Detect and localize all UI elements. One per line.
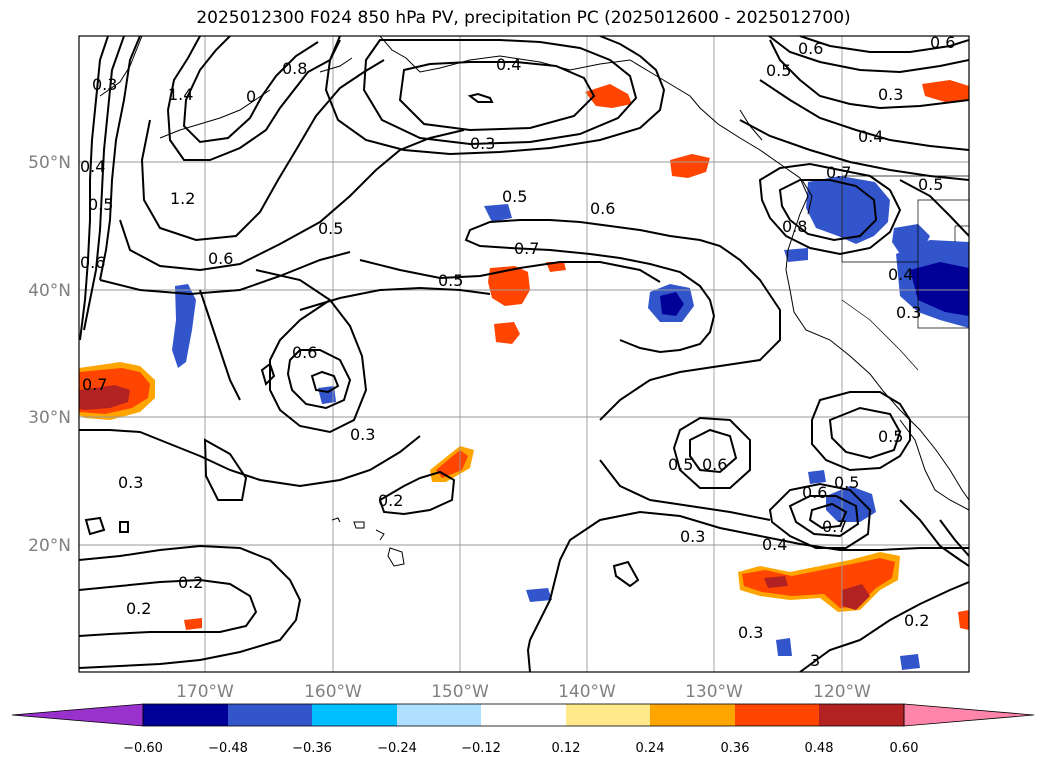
lon-label: 150°W: [431, 682, 489, 702]
contour-label: 1.2: [170, 189, 195, 208]
latitude-labels: 50°N 40°N 30°N 20°N: [28, 153, 71, 556]
colorbar-tick-labels: −0.60 −0.48 −0.36 −0.24 −0.12 0.12 0.24 …: [123, 741, 918, 756]
contour-labels: 0.3 1.4 0.8 0 0.4 0.3 0.6 0.5 0.4 0.5 0.…: [80, 33, 955, 670]
lon-label: 160°W: [304, 682, 362, 702]
colorbar-tick-label: 0.36: [721, 741, 750, 756]
lat-label: 20°N: [28, 536, 71, 556]
contour-label: 0.3: [738, 623, 763, 642]
contour-label: 0.3: [92, 75, 117, 94]
lon-label: 120°W: [813, 682, 871, 702]
contour-label: 0.3: [470, 134, 495, 153]
contour-label: 1.4: [168, 85, 193, 104]
contour-label: 0.4: [80, 157, 105, 176]
borders: [841, 175, 969, 371]
pv-contours: [79, 36, 969, 672]
colorbar-extend-high: [903, 703, 1035, 727]
colorbar-tick-label: −0.12: [461, 741, 501, 756]
colorbar-segment: [481, 704, 566, 726]
contour-label: 0.6: [292, 343, 317, 362]
contour-label: 0.6: [930, 33, 955, 52]
colorbar-segment: [397, 704, 481, 726]
contour-label: 0.5: [878, 427, 903, 446]
colorbar-segment: [566, 704, 650, 726]
colorbar-tick-label: −0.36: [292, 741, 332, 756]
colorbar-segment: [819, 704, 904, 726]
contour-label: 0.6: [208, 249, 233, 268]
contour-label: 0.3: [118, 473, 143, 492]
lat-label: 40°N: [28, 281, 71, 301]
precip-positive-shading: [79, 80, 969, 630]
contour-label: 0.5: [766, 61, 791, 80]
colorbar-tick-label: −0.48: [208, 741, 248, 756]
colorbar-tick-label: 0.12: [552, 741, 581, 756]
lat-label: 30°N: [28, 408, 71, 428]
contour-label: 0.2: [904, 611, 929, 630]
map-title: 2025012300 F024 850 hPa PV, precipitatio…: [196, 8, 851, 28]
precip-negative-shading: [172, 176, 969, 670]
contour-label: 0.2: [126, 599, 151, 618]
contour-label: 0.3: [350, 425, 375, 444]
colorbar-segment: [650, 704, 735, 726]
contour-label: 0: [246, 87, 256, 106]
contour-label: 0.4: [496, 55, 521, 74]
lon-label: 140°W: [558, 682, 616, 702]
contour-label: 0.5: [318, 219, 343, 238]
contour-label: 0.6: [802, 483, 827, 502]
colorbar-segment: [143, 704, 228, 726]
contour-label: 0.6: [798, 39, 823, 58]
precip-patch-central: [488, 266, 530, 306]
contour-label: 0.8: [782, 217, 807, 236]
contour-label: 0.2: [178, 573, 203, 592]
contour-label: 0.2: [378, 491, 403, 510]
contour-label: 0.5: [88, 195, 113, 214]
colorbar-segment: [228, 704, 312, 726]
contour-label: 0.7: [826, 163, 851, 182]
colorbar-tick-label: −0.60: [123, 741, 163, 756]
colorbar-tick-label: 0.24: [636, 741, 665, 756]
contour-label: 0.7: [82, 375, 107, 394]
colorbar-segment: [312, 704, 397, 726]
contour-label: 0.3: [896, 303, 921, 322]
contour-label: 0.5: [918, 175, 943, 194]
colorbar-tick-label: 0.48: [805, 741, 834, 756]
colorbar-tick-label: 0.60: [890, 741, 919, 756]
colorbar-outline: [142, 703, 905, 727]
contour-label: 0.5: [668, 455, 693, 474]
contour-label: 0.4: [762, 535, 787, 554]
contour-label: 0.4: [888, 265, 913, 284]
contour-label: 0.5: [834, 473, 859, 492]
contour-label: 0.7: [514, 239, 539, 258]
contour-label: 0.7: [822, 517, 847, 536]
contour-label: 0.4: [858, 127, 883, 146]
contour-label: 0.5: [438, 271, 463, 290]
map-frame: [78, 35, 970, 673]
lat-label: 50°N: [28, 153, 71, 173]
colorbar-extend-low: [11, 703, 144, 727]
contour-label: 3: [810, 651, 820, 670]
colorbar-segment: [735, 704, 819, 726]
lon-label: 130°W: [685, 682, 743, 702]
longitude-labels: 170°W 160°W 150°W 140°W 130°W 120°W: [176, 682, 871, 702]
lon-label: 170°W: [176, 682, 234, 702]
contour-label: 0.3: [680, 527, 705, 546]
colorbar: [11, 703, 1035, 727]
contour-label: 0.8: [282, 59, 307, 78]
contour-label: 0.6: [80, 253, 105, 272]
hawaii-islands: [331, 517, 405, 567]
contour-label: 0.6: [702, 455, 727, 474]
graticule: [79, 36, 969, 672]
colorbar-tick-label: −0.24: [377, 741, 417, 756]
contour-label: 0.5: [502, 187, 527, 206]
north-america-coast: [379, 36, 969, 501]
contour-label: 0.3: [878, 85, 903, 104]
contour-label: 0.6: [590, 199, 615, 218]
